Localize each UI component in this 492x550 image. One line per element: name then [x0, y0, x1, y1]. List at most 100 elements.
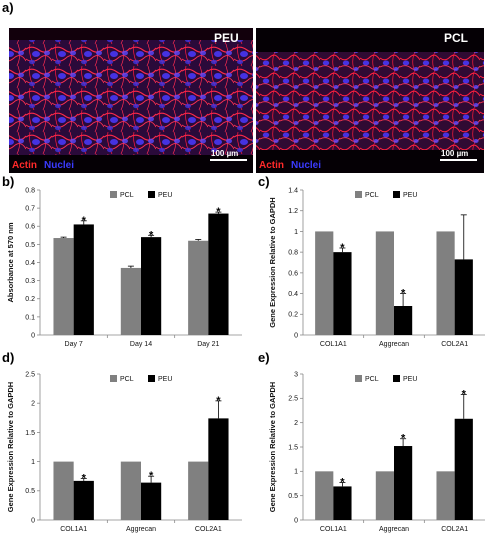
y-tick-label: 0 [294, 517, 298, 524]
chart-panel-e: e) 0 0.5 1 1.5 2 2.5 3 Gene Expression Relative … [258, 350, 485, 533]
legend-label: PCL [365, 192, 379, 199]
legend: PCL PEU [110, 375, 172, 383]
y-axis-title: Gene Expression Relative to GAPDH [268, 382, 277, 512]
y-tick-label: 1.5 [288, 444, 298, 451]
y-tick-label: 0 [31, 517, 35, 524]
bar-peu [73, 480, 94, 520]
y-tick-label: 1.2 [288, 208, 298, 215]
y-axis-title: Gene Expression Relative to GAPDH [268, 197, 277, 327]
legend: PCL PEU [355, 191, 417, 199]
legend: PCL PEU [355, 375, 417, 383]
legend-label: PCL [365, 376, 379, 383]
chart-panel-c: c) 0 0.2 0.4 0.6 0.8 1 1.2 1.4 Gene Expression Re… [258, 174, 485, 348]
legend: PCL PEU [110, 191, 172, 199]
y-axis-title: Absorbance at 570 nm [6, 222, 15, 302]
significance-star: * [82, 473, 87, 485]
legend-label: PEU [403, 376, 417, 383]
legend-label: PEU [158, 192, 172, 199]
micrograph-peu-edge-top [9, 28, 253, 40]
micrograph-peu-label: PEU [214, 31, 239, 45]
y-tick-label: 0.4 [25, 260, 35, 267]
y-tick-label: 0.8 [288, 250, 298, 257]
charts: b) 0 0.1 0.2 0.3 0.4 0.5 0.6 0.7 0.8 Absorbance at… [2, 174, 485, 533]
legend-label: PEU [158, 376, 172, 383]
panel-letter: d) [2, 350, 14, 365]
bar-peu [454, 418, 473, 520]
y-tick-label: 1 [294, 229, 298, 236]
y-tick-label: 0.3 [25, 278, 35, 285]
y-tick-label: 2.5 [288, 396, 298, 403]
y-tick-label: 0.5 [288, 493, 298, 500]
x-tick-label: Day 14 [130, 341, 152, 348]
y-tick-label: 0.7 [25, 206, 35, 213]
x-tick-label: Day 7 [65, 341, 83, 348]
x-tick-label: COL2A1 [195, 526, 222, 533]
micrograph-pcl-label: PCL [444, 31, 468, 45]
bar-pcl [436, 471, 455, 520]
bar-peu [208, 418, 229, 520]
panel-letter: e) [258, 350, 270, 365]
y-tick-label: 2 [31, 401, 35, 408]
bar-peu [141, 237, 162, 335]
panel-letter: c) [258, 174, 270, 189]
x-tick-label: Aggrecan [126, 526, 156, 533]
stain-actin-peu: Actin [12, 160, 37, 171]
significance-star: * [216, 395, 221, 407]
x-tick-label: COL1A1 [320, 341, 347, 348]
scale-bar-pcl-label: 100 µm [441, 149, 468, 158]
bar-pcl [188, 461, 209, 520]
chart-panel-b: b) 0 0.1 0.2 0.3 0.4 0.5 0.6 0.7 0.8 Absorbance at… [2, 174, 242, 348]
bar-pcl [120, 267, 141, 335]
micrograph-pcl: PCL Actin Nuclei 100 µm [256, 28, 484, 173]
y-tick-label: 0.4 [288, 291, 298, 298]
bar-pcl [375, 231, 394, 335]
y-tick-label: 0.2 [25, 296, 35, 303]
panel-letter: b) [2, 174, 14, 189]
bar-pcl [436, 231, 455, 335]
x-tick-label: COL2A1 [441, 526, 468, 533]
legend-swatch [393, 375, 400, 382]
y-tick-label: 3 [294, 371, 298, 378]
y-axis-title: Gene Expression Relative to GAPDH [6, 382, 15, 512]
y-tick-label: 1.4 [288, 187, 298, 194]
significance-star: * [340, 242, 345, 254]
significance-star: * [401, 288, 406, 300]
stain-nuclei-peu: Nuclei [44, 160, 74, 171]
y-tick-label: 2 [294, 420, 298, 427]
bar-peu [73, 224, 94, 335]
x-tick-label: COL1A1 [320, 526, 347, 533]
legend-swatch [355, 191, 362, 198]
bar-peu [208, 213, 229, 335]
y-tick-label: 0 [31, 332, 35, 339]
x-tick-label: COL1A1 [60, 526, 87, 533]
stain-nuclei-pcl: Nuclei [291, 160, 321, 171]
y-tick-label: 0 [294, 332, 298, 339]
legend-swatch [355, 375, 362, 382]
bar-pcl [53, 238, 74, 335]
legend-label: PCL [120, 192, 134, 199]
bar-peu [141, 482, 162, 520]
y-tick-label: 0.8 [25, 187, 35, 194]
legend-swatch [148, 375, 155, 382]
significance-star: * [149, 470, 154, 482]
bar-peu [333, 486, 352, 520]
y-tick-label: 1 [31, 459, 35, 466]
chart-panel-d: d) 0 0.5 1 1.5 2 2.5 Gene Expression Relative t… [2, 350, 242, 533]
micrograph-pcl-scaffold [256, 52, 484, 150]
y-tick-label: 0.2 [288, 312, 298, 319]
x-tick-label: Aggrecan [379, 341, 409, 348]
significance-star: * [340, 477, 345, 489]
micrograph-peu-scaffold [9, 40, 253, 155]
micrograph-peu: PEU Actin Nuclei 100 µm [9, 28, 253, 173]
bar-pcl [120, 461, 141, 520]
legend-label: PCL [120, 376, 134, 383]
bar-pcl [375, 471, 394, 520]
y-tick-label: 1 [294, 469, 298, 476]
bar-peu [454, 259, 473, 335]
bar-pcl [53, 461, 74, 520]
bar-peu [394, 446, 413, 520]
legend-swatch [110, 191, 117, 198]
significance-star: * [216, 206, 221, 218]
bar-peu [333, 252, 352, 335]
